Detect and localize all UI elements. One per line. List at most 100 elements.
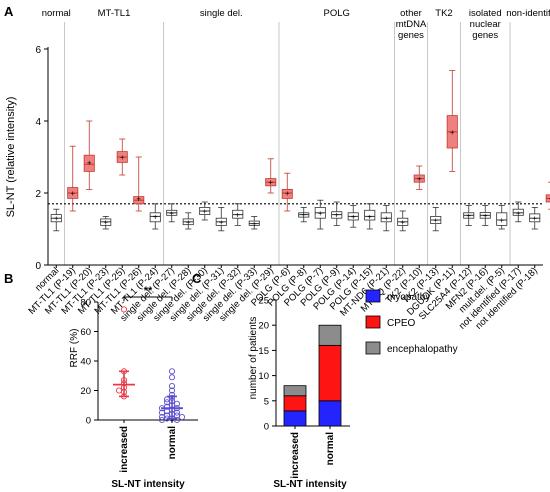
group-label: MT-TL1 [98, 8, 131, 19]
y-tick-label: 10 [258, 371, 269, 382]
mean-marker: + [268, 178, 273, 187]
mean-marker: + [136, 194, 141, 203]
group-label: non-identified [506, 8, 550, 19]
mean-marker: + [367, 212, 372, 221]
mean-marker: + [318, 209, 323, 218]
mean-marker: + [54, 214, 59, 223]
data-point [168, 383, 176, 390]
box [512, 208, 524, 216]
legend-swatch [365, 315, 381, 329]
data-point [168, 374, 176, 381]
data-point [168, 387, 176, 394]
group-label: genes [472, 30, 498, 41]
mean-marker: + [169, 209, 174, 218]
bar-segment [283, 410, 307, 427]
mean-marker: + [433, 216, 438, 225]
mean-marker: + [450, 128, 455, 137]
group-label: single del. [200, 8, 243, 19]
x-tick-label: normal [325, 432, 336, 466]
y-tick-label: 40 [80, 357, 91, 368]
panel-c-x-axis-label: SL-NT intensity [273, 479, 347, 490]
legend-label: myopathy [387, 292, 430, 303]
legend-swatch [365, 289, 381, 303]
box [380, 212, 392, 223]
mean-marker: + [301, 211, 306, 220]
y-tick-label: 2 [35, 189, 41, 200]
legend-label: CPEO [387, 318, 416, 329]
mean-marker: + [87, 158, 92, 167]
group-label: nuclear [470, 19, 501, 30]
mean-marker: + [516, 209, 521, 218]
panel-b-x-axis-label: SL-NT intensity [111, 479, 185, 490]
y-tick-label: 5 [264, 396, 269, 407]
data-point [163, 399, 171, 406]
y-tick-label: 0 [86, 416, 91, 427]
group-label: isolated [469, 8, 502, 19]
panel-label-c: C [192, 271, 202, 286]
bar-segment [318, 344, 342, 402]
panel-a-y-axis-label: SL-NT (relative intensity) [5, 97, 17, 218]
mean-marker: + [252, 220, 257, 229]
panel-b-y-axis-label: RRF (%) [69, 329, 80, 368]
y-tick-label: 25 [258, 296, 269, 307]
x-tick-label: increased [119, 426, 130, 473]
y-tick-label: 80 [80, 298, 91, 309]
mean-marker: + [384, 214, 389, 223]
mean-marker: + [334, 211, 339, 220]
mean-marker: + [120, 153, 125, 162]
panel-c-y-axis-label: number of patients [248, 317, 259, 400]
mean-marker: + [235, 211, 240, 220]
mean-marker: + [285, 189, 290, 198]
data-point [120, 306, 128, 313]
panel-label-b: B [4, 271, 13, 286]
box [149, 212, 161, 223]
data-point [178, 413, 186, 421]
group-label: mtDNA [396, 19, 427, 30]
group-label: genes [398, 30, 424, 41]
mean-marker: + [483, 211, 488, 220]
box [83, 154, 95, 172]
panel-b-scatter: RRF (%) SL-NT intensity 0 20 40 60 80 ** incre… [69, 285, 198, 490]
legend-label: encephalopathy [387, 344, 458, 355]
group-label: TK2 [435, 8, 452, 19]
legend-swatch [365, 341, 381, 355]
mean-marker: + [400, 218, 405, 227]
data-point [158, 416, 166, 424]
x-tick-label: normal [167, 426, 178, 460]
y-tick-label: 4 [35, 117, 41, 128]
y-tick-label: 60 [80, 327, 91, 338]
data-point [168, 368, 176, 375]
y-tick-label: 0 [35, 261, 41, 272]
group-label: other [400, 8, 422, 19]
box [364, 209, 376, 221]
mean-marker: + [153, 212, 158, 221]
panel-a-boxplot: SL-NT (relative intensity) normal MT-TL1 s… [5, 8, 550, 332]
y-tick-label: 15 [258, 346, 269, 357]
bar-segment [283, 385, 307, 397]
data-point [173, 416, 181, 424]
significance-label: ** [144, 285, 153, 297]
mean-marker: + [70, 189, 75, 198]
y-tick-label: 6 [35, 45, 41, 56]
mean-marker: + [202, 207, 207, 216]
mean-marker: + [219, 218, 224, 227]
mean-marker: + [417, 175, 422, 184]
y-tick-label: 20 [258, 321, 269, 332]
group-label: POLG [324, 8, 350, 19]
bar-segment [283, 395, 307, 412]
mean-marker: + [186, 218, 191, 227]
mean-marker: + [549, 194, 550, 203]
bar-segment [318, 324, 342, 346]
mean-marker: + [499, 216, 504, 225]
panel-c-stacked-bar: number of patients SL-NT intensity 0 5 10 1… [248, 289, 458, 490]
mean-marker: + [103, 218, 108, 227]
x-tick-label: increased [290, 432, 301, 479]
box [281, 188, 293, 199]
mean-marker: + [351, 212, 356, 221]
y-tick-label: 20 [80, 386, 91, 397]
group-label: normal [42, 8, 71, 19]
y-tick-label: 0 [264, 422, 269, 433]
data-point [115, 387, 123, 394]
box [496, 212, 508, 226]
